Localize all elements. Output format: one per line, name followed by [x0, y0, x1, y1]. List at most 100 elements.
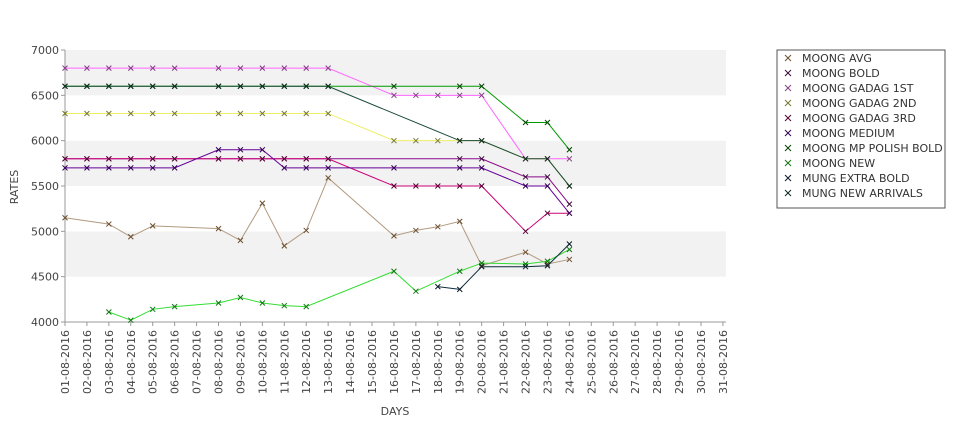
data-point [281, 165, 288, 171]
x-tick-label: 31-08-2016 [717, 330, 730, 394]
data-point [171, 155, 178, 162]
data-point [413, 183, 419, 189]
data-point [106, 65, 112, 71]
x-tick-label: 10-08-2016 [256, 330, 269, 394]
data-point [391, 165, 397, 171]
data-point [84, 165, 90, 171]
legend-item: MOONG AVG [784, 52, 872, 65]
data-point [259, 83, 266, 90]
data-point [478, 155, 485, 162]
data-point [127, 110, 134, 117]
data-point [522, 183, 529, 189]
data-point [566, 246, 573, 253]
y-tick-label: 6000 [31, 135, 59, 148]
data-point [456, 218, 463, 225]
data-point [303, 155, 310, 162]
data-point [171, 303, 178, 310]
data-point [544, 155, 551, 162]
data-point [215, 146, 222, 153]
grid-band [65, 186, 726, 232]
data-point [237, 110, 244, 117]
data-point [171, 83, 178, 90]
data-point [456, 92, 463, 99]
data-point [303, 227, 310, 234]
data-point [456, 268, 463, 275]
data-point [544, 258, 551, 265]
data-point [303, 65, 310, 71]
data-point [413, 92, 419, 99]
data-point [478, 92, 485, 99]
y-axis-ticks: 4000 4500 5000 5500 6000 6500 7000 [31, 44, 65, 329]
legend-item: MOONG MP POLISH BOLD [784, 142, 943, 155]
data-point [478, 137, 485, 144]
data-point [281, 110, 288, 117]
data-point [391, 268, 397, 275]
x-tick-label: 16-08-2016 [388, 330, 401, 394]
x-tick-label: 02-08-2016 [81, 330, 94, 394]
x-tick-label: 17-08-2016 [410, 330, 423, 394]
data-point [325, 65, 332, 71]
legend-item: MOONG GADAG 3RD [784, 112, 916, 125]
x-tick-label: 11-08-2016 [278, 330, 291, 394]
y-tick-label: 4500 [31, 271, 59, 284]
data-point [127, 65, 134, 71]
data-point [171, 110, 178, 117]
x-tick-label: 19-08-2016 [454, 330, 467, 394]
grid-band [65, 276, 726, 322]
data-point [259, 110, 266, 117]
data-point [106, 309, 112, 315]
data-point [456, 183, 463, 189]
data-point [303, 165, 310, 171]
x-axis-ticks: 01-08-2016 02-08-2016 03-08-2016 04-08-2016… [59, 322, 730, 394]
data-point [237, 65, 244, 71]
data-point [566, 256, 573, 263]
y-tick-label: 6500 [31, 89, 59, 102]
y-tick-label: 4000 [31, 316, 59, 329]
data-point [522, 263, 529, 270]
data-point [522, 228, 529, 235]
data-point [281, 65, 288, 71]
x-tick-label: 06-08-2016 [169, 330, 182, 394]
series-markers [62, 65, 573, 324]
legend-box [776, 49, 946, 209]
legend-item: MOONG NEW [784, 157, 875, 170]
series-line-2 [65, 67, 570, 160]
data-point [434, 183, 441, 189]
data-point [62, 214, 68, 221]
data-point [434, 223, 441, 230]
data-point [259, 200, 266, 207]
data-point [149, 306, 156, 313]
x-tick-label: 09-08-2016 [234, 330, 247, 394]
x-tick-label: 25-08-2016 [585, 330, 598, 394]
data-point [434, 92, 441, 99]
data-point [478, 183, 485, 189]
data-point [106, 110, 112, 117]
legend-label: MOONG AVG [802, 52, 872, 65]
data-point [62, 110, 68, 117]
data-point [456, 155, 463, 162]
legend-item: MUNG EXTRA BOLD [784, 172, 910, 185]
x-tick-label: 30-08-2016 [695, 330, 708, 394]
y-tick-label: 7000 [31, 44, 59, 57]
data-point [215, 300, 222, 306]
data-point [303, 83, 310, 90]
data-point [127, 155, 134, 162]
data-point [522, 119, 529, 126]
x-tick-label: 14-08-2016 [344, 330, 357, 394]
data-point [84, 65, 90, 71]
data-point [281, 83, 288, 90]
data-point [391, 83, 397, 90]
legend-label: MOONG NEW [802, 157, 875, 170]
data-point [544, 183, 551, 189]
data-point [149, 83, 156, 90]
x-tick-label: 08-08-2016 [213, 330, 226, 394]
legend-label: MUNG NEW ARRIVALS [802, 187, 923, 200]
data-point [522, 174, 529, 180]
series-line-4 [65, 158, 570, 233]
y-axis-title: RATES [8, 170, 21, 205]
data-point [237, 83, 244, 90]
data-point [456, 83, 463, 90]
data-point [259, 146, 266, 153]
data-point [215, 155, 222, 162]
